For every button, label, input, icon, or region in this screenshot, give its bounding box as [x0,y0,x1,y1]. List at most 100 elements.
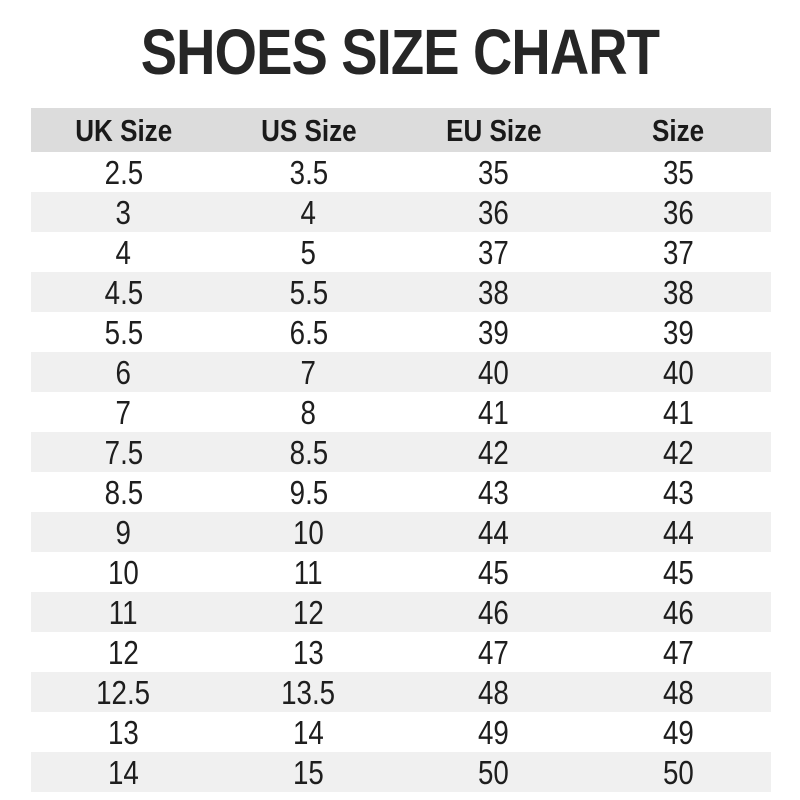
table-cell: 48 [401,672,586,712]
table-cell: 40 [586,352,771,392]
table-cell: 13.5 [216,672,401,712]
table-row: 7.5 8.5 42 42 [31,432,771,472]
table-cell-value: 9 [115,513,132,551]
table-cell-value: 7.5 [104,433,143,471]
table-cell-value: 15 [293,753,324,791]
table-cell: 40 [401,352,586,392]
table-cell-value: 44 [478,513,509,551]
header-cell-size: Size [586,108,771,152]
table-cell: 35 [586,152,771,192]
table-cell: 36 [586,192,771,232]
table-cell-value: 11 [294,553,323,591]
table-cell-value: 4 [300,193,317,231]
table-cell: 7 [31,392,216,432]
table-body: 2.5 3.5 35 35 3 4 36 36 4 5 37 37 4.5 5.5 38 38 5.5 6.5 39… [31,152,771,792]
table-cell: 47 [586,632,771,672]
table-cell-value: 45 [478,553,509,591]
table-cell-value: 10 [293,513,324,551]
table-cell-value: 5.5 [289,273,328,311]
table-row: 7 8 41 41 [31,392,771,432]
table-cell-value: 48 [478,673,509,711]
table-cell: 8 [216,392,401,432]
table-cell: 38 [586,272,771,312]
table-row: 12 13 47 47 [31,632,771,672]
table-cell: 7.5 [31,432,216,472]
table-cell: 3.5 [216,152,401,192]
table-cell-value: 42 [663,433,694,471]
table-cell-value: 6 [115,353,132,391]
table-cell: 10 [31,552,216,592]
table-row: 12.5 13.5 48 48 [31,672,771,712]
table-cell: 46 [586,592,771,632]
table-cell: 8.5 [31,472,216,512]
table-cell: 13 [216,632,401,672]
table-cell: 15 [216,752,401,792]
table-cell: 4 [31,232,216,272]
header-cell-us-size: US Size [216,108,401,152]
table-cell: 7 [216,352,401,392]
table-cell: 45 [586,552,771,592]
table-cell-value: 49 [663,713,694,751]
table-cell: 46 [401,592,586,632]
table-cell: 50 [401,752,586,792]
table-cell-value: 39 [663,313,694,351]
table-cell-value: 12 [108,633,139,671]
table-row: 3 4 36 36 [31,192,771,232]
table-cell-value: 40 [663,353,694,391]
table-cell-value: 36 [663,193,694,231]
header-cell-label: US Size [260,112,357,148]
table-cell: 4 [216,192,401,232]
table-cell: 42 [586,432,771,472]
table-cell-value: 49 [478,713,509,751]
table-cell: 12 [31,632,216,672]
table-cell-value: 47 [478,633,509,671]
table-cell: 14 [31,752,216,792]
table-cell: 10 [216,512,401,552]
table-cell: 38 [401,272,586,312]
table-cell-value: 5 [300,233,317,271]
table-cell: 42 [401,432,586,472]
table-cell-value: 13.5 [281,673,336,711]
table-cell: 47 [401,632,586,672]
table-cell-value: 14 [293,713,324,751]
table-cell: 2.5 [31,152,216,192]
table-cell: 5.5 [31,312,216,352]
table-cell: 35 [401,152,586,192]
table-cell-value: 39 [478,313,509,351]
table-row: 2.5 3.5 35 35 [31,152,771,192]
table-cell-value: 6.5 [289,313,328,351]
header-cell-label: Size [652,112,705,148]
table-cell-value: 40 [478,353,509,391]
table-cell-value: 7 [115,393,132,431]
table-row: 4.5 5.5 38 38 [31,272,771,312]
table-cell: 5 [216,232,401,272]
table-cell: 37 [586,232,771,272]
table-cell: 48 [586,672,771,712]
table-cell: 43 [401,472,586,512]
table-cell-value: 3.5 [289,153,328,191]
table-row: 14 15 50 50 [31,752,771,792]
table-cell-value: 8.5 [289,433,328,471]
header-cell-label: EU Size [445,112,542,148]
table-cell: 3 [31,192,216,232]
table-row: 10 11 45 45 [31,552,771,592]
table-cell-value: 10 [108,553,139,591]
table-cell-value: 5.5 [104,313,143,351]
table-cell-value: 43 [663,473,694,511]
table-cell: 4.5 [31,272,216,312]
table-cell-value: 47 [663,633,694,671]
table-cell-value: 46 [478,593,509,631]
table-row: 5.5 6.5 39 39 [31,312,771,352]
table-cell: 12 [216,592,401,632]
table-cell-value: 12 [293,593,324,631]
table-cell-value: 50 [663,753,694,791]
table-cell-value: 42 [478,433,509,471]
table-cell: 11 [31,592,216,632]
table-cell: 6 [31,352,216,392]
header-cell-label: UK Size [75,112,172,148]
table-cell-value: 2.5 [104,153,143,191]
table-cell-value: 9.5 [289,473,328,511]
table-row: 6 7 40 40 [31,352,771,392]
table-cell: 50 [586,752,771,792]
